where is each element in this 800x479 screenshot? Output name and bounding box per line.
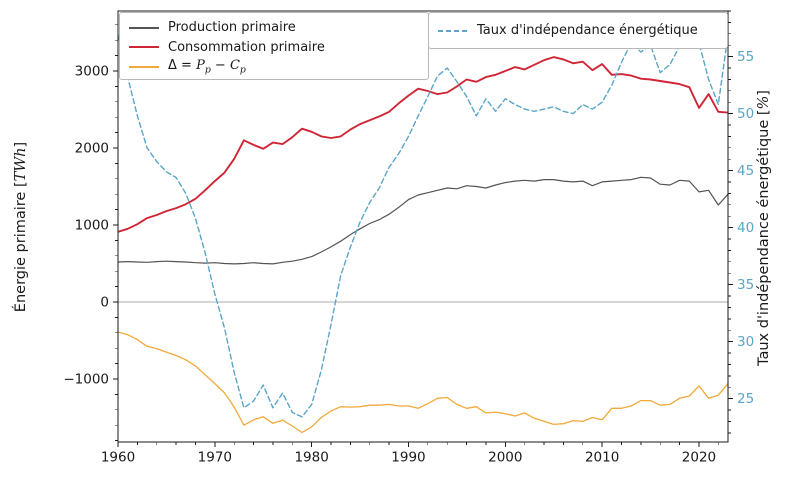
y-axis-label-left: Énergie primaire [TWh]: [13, 141, 29, 313]
y-axis-label-right: Taux d'indépendance énergétique [%]: [756, 90, 772, 366]
x-tick-label: 1990: [391, 450, 425, 466]
legend-item-taux: Taux d'indépendance énergétique: [438, 21, 727, 41]
legend-right: Taux d'indépendance énergétique: [428, 12, 728, 49]
x-tick-label: 2000: [488, 450, 522, 466]
y-right-tick-label: 30: [737, 334, 754, 350]
y-left-tick-label: −1000: [63, 372, 109, 388]
x-tick-label: 1960: [101, 450, 135, 466]
series-taux: [118, 34, 728, 418]
legend-item-delta: Δ = Pp − Cp: [129, 57, 428, 77]
x-tick-label: 2010: [585, 450, 619, 466]
production-line-swatch: [129, 26, 159, 29]
y-right-tick-label: 55: [737, 49, 754, 65]
legend-label-production: Production primaire: [168, 20, 296, 36]
y-left-tick-label: 0: [100, 295, 109, 311]
y-left-tick-label: 1000: [75, 217, 109, 233]
legend-label-consommation: Consommation primaire: [168, 39, 325, 55]
y-right-tick-label: 35: [737, 277, 754, 293]
consommation-line-swatch: [129, 46, 159, 49]
x-tick-label: 1980: [294, 450, 328, 466]
series-production: [118, 176, 728, 265]
y-left-tick-label: 3000: [75, 63, 109, 79]
legend-item-production: Production primaire: [129, 18, 428, 38]
y-right-tick-label: 40: [737, 220, 754, 236]
y-right-tick-label: 50: [737, 106, 754, 122]
y-right-tick-label: 45: [737, 163, 754, 179]
y-left-tick-label: 2000: [75, 140, 109, 156]
legend-left: Production primaire Consommation primair…: [119, 12, 429, 80]
y-right-tick-label: 25: [737, 391, 754, 407]
legend-label-taux: Taux d'indépendance énergétique: [477, 23, 698, 39]
series-delta: [118, 331, 728, 434]
x-tick-label: 2020: [682, 450, 716, 466]
x-tick-label: 1970: [198, 450, 232, 466]
delta-line-swatch: [129, 65, 159, 68]
legend-label-delta: Δ = Pp − Cp: [168, 57, 246, 76]
series-consommation: [118, 56, 728, 233]
legend-item-consommation: Consommation primaire: [129, 38, 428, 58]
taux-line-swatch: [438, 29, 468, 32]
